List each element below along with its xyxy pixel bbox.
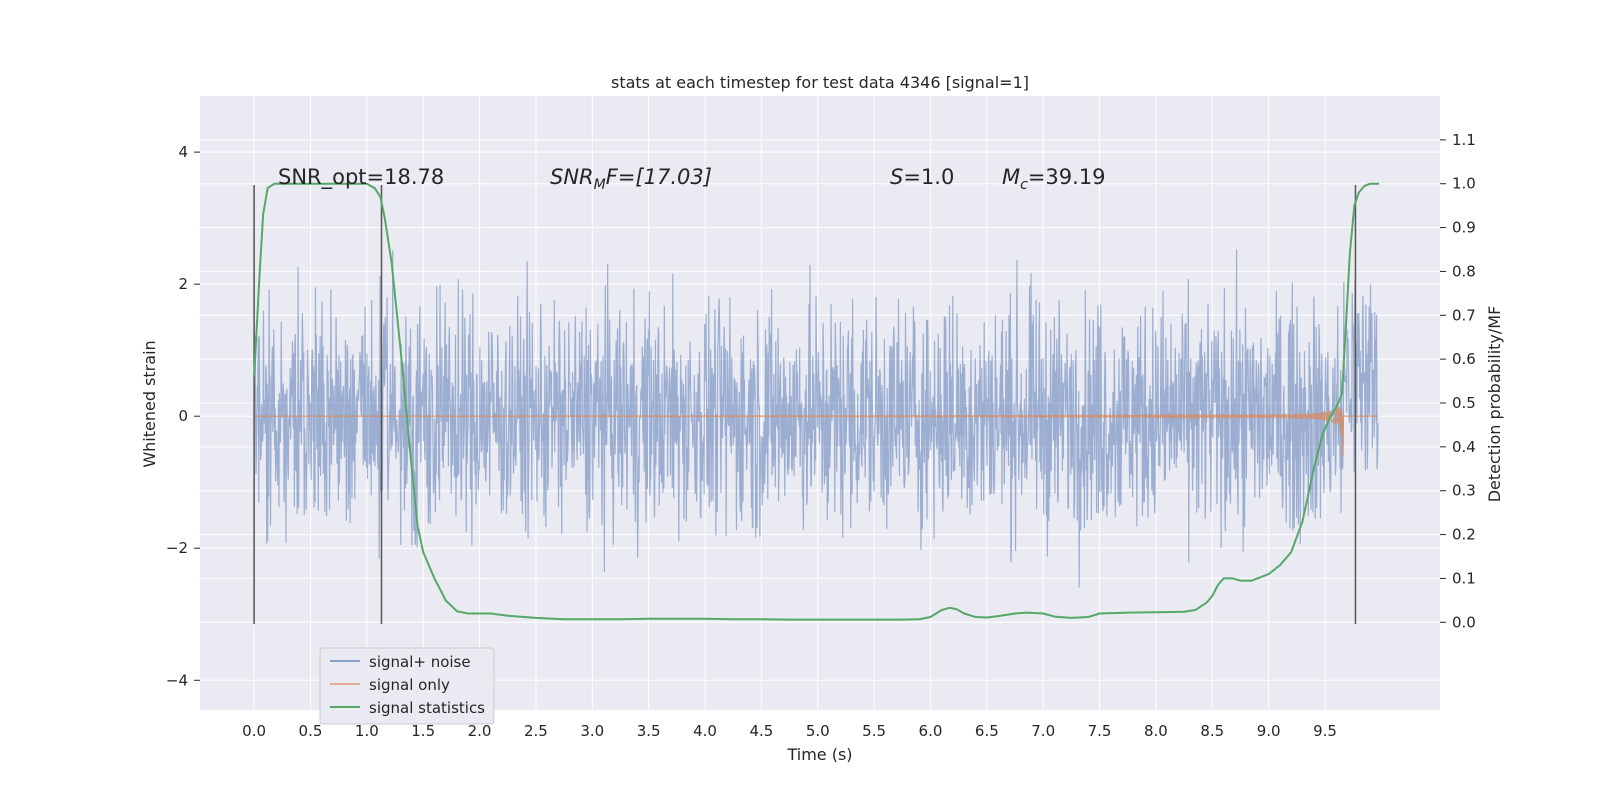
legend-label-signal-only: signal only (369, 676, 450, 694)
signal-statistics-series (253, 182, 1380, 621)
y2-tick-label-8: 0.8 (1452, 262, 1476, 280)
x-tick-label-5: 2.5 (524, 722, 548, 740)
x-tick-label-17: 8.5 (1200, 722, 1224, 740)
x-tick-label-9: 4.5 (749, 722, 773, 740)
s-label: S (890, 165, 903, 189)
snr-mf-annotation: SNRMF=[17.03] (550, 165, 712, 193)
y-axis-ticks: −4 −2 0 2 4 (166, 143, 200, 689)
x-tick-label-11: 5.5 (862, 722, 886, 740)
y2-tick-label-11: 1.1 (1452, 131, 1476, 149)
legend-label-signal-noise: signal+ noise (369, 653, 471, 671)
signal-noise-series (253, 249, 1379, 588)
y-tick-label-1: −2 (166, 539, 188, 557)
x-tick-label-1: 0.5 (299, 722, 323, 740)
y-tick-label-0: −4 (166, 671, 188, 689)
x-tick-label-7: 3.5 (637, 722, 661, 740)
vertical-markers (253, 185, 1357, 625)
grid (200, 96, 1440, 710)
x-tick-label-15: 7.5 (1088, 722, 1112, 740)
y2-tick-label-2: 0.2 (1452, 526, 1476, 544)
y2-tick-label-3: 0.3 (1452, 482, 1476, 500)
y2-axis-label: Detection probability/MF (1485, 306, 1504, 503)
x-tick-label-14: 7.0 (1031, 722, 1055, 740)
snr-mf-suffix: F=[17.03] (606, 165, 712, 189)
x-axis-ticks: 0.0 0.5 1.0 1.5 2.0 2.5 3.0 3.5 4.0 4.5 5.0 5.5 6.0 6… (242, 722, 1337, 740)
s-annotation: S=1.0 (890, 165, 954, 189)
x-tick-label-13: 6.5 (975, 722, 999, 740)
x-tick-label-18: 9.0 (1257, 722, 1281, 740)
y2-tick-label-5: 0.5 (1452, 394, 1476, 412)
x-tick-label-8: 4.0 (693, 722, 717, 740)
x-tick-label-4: 2.0 (468, 722, 492, 740)
y-tick-label-3: 2 (178, 275, 188, 293)
y2-tick-label-10: 1.0 (1452, 175, 1476, 193)
legend-label-signal-statistics: signal statistics (369, 699, 485, 717)
y2-tick-label-6: 0.6 (1452, 350, 1476, 368)
snr-mf-subscript: M (594, 177, 606, 193)
x-tick-label-16: 8.0 (1144, 722, 1168, 740)
x-tick-label-12: 6.0 (919, 722, 943, 740)
y2-tick-label-1: 0.1 (1452, 569, 1476, 587)
chart-title: stats at each timestep for test data 434… (611, 73, 1029, 92)
y2-tick-label-7: 0.7 (1452, 306, 1476, 324)
signal-noise-line (253, 249, 1379, 588)
x-axis-label: Time (s) (786, 745, 852, 764)
y-axis-label: Whitened strain (140, 340, 159, 467)
signal-only-series (253, 407, 1378, 457)
y-tick-label-4: 4 (178, 143, 188, 161)
y2-tick-label-9: 0.9 (1452, 219, 1476, 237)
x-tick-label-3: 1.5 (411, 722, 435, 740)
signal-only-line (253, 407, 1378, 457)
x-tick-label-2: 1.0 (355, 722, 379, 740)
signal-statistics-line (253, 182, 1380, 621)
legend: signal+ noise signal only signal statist… (319, 647, 495, 725)
x-tick-label-0: 0.0 (242, 722, 266, 740)
y2-axis-ticks: 0.0 0.1 0.2 0.3 0.4 0.5 0.6 0.7 0.8 0.9 1.0 1.1 (1440, 131, 1476, 631)
y2-tick-label-0: 0.0 (1452, 613, 1476, 631)
y-tick-label-2: 0 (178, 407, 188, 425)
legend-box (319, 647, 495, 725)
y2-tick-label-4: 0.4 (1452, 438, 1476, 456)
snr-mf-prefix: SNR (550, 165, 594, 189)
x-tick-label-6: 3.0 (580, 722, 604, 740)
snr-opt-annotation: SNR_opt=18.78 (278, 165, 444, 190)
mc-label: M (1002, 165, 1020, 189)
mc-annotation: Mc=39.19 (1002, 165, 1106, 193)
mc-value: =39.19 (1028, 165, 1106, 189)
x-tick-label-10: 5.0 (806, 722, 830, 740)
x-tick-label-19: 9.5 (1313, 722, 1337, 740)
mc-subscript: c (1020, 177, 1028, 193)
s-value: =1.0 (903, 165, 954, 189)
